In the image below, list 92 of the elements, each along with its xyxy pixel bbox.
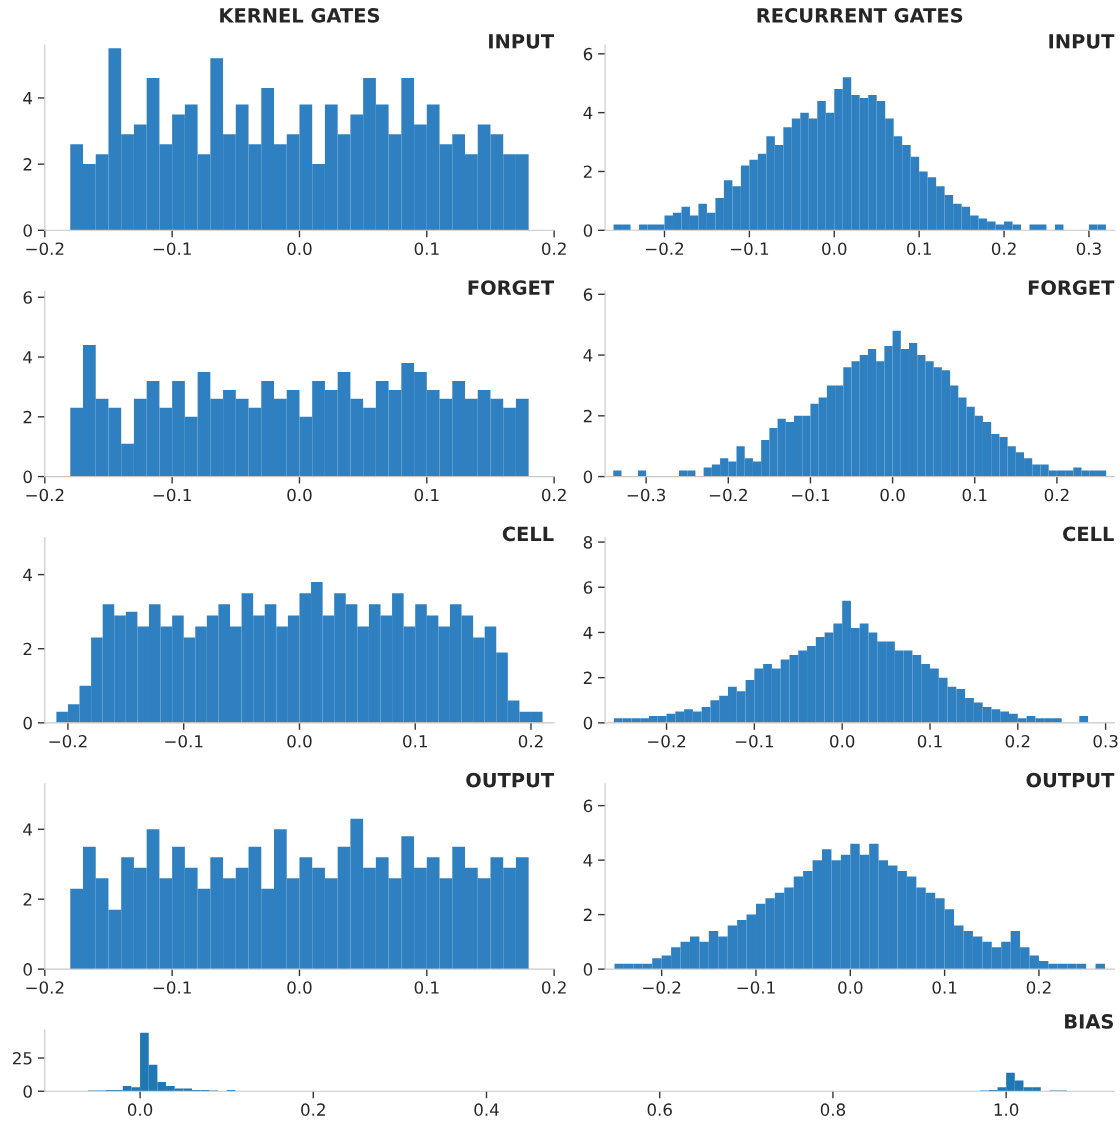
x-tick-label: 0.1: [917, 734, 942, 748]
x-tick-label: 0.1: [962, 488, 987, 502]
y-tick-label: 6: [583, 581, 593, 594]
x-tick-label: 0.1: [907, 242, 931, 255]
y-tick-label: 4: [23, 568, 33, 581]
chart-subtitle: CELL: [502, 526, 554, 542]
y-tick-label: 8: [583, 536, 593, 549]
y-tick-label: 2: [23, 642, 32, 656]
x-tick-label: −0.2: [709, 488, 747, 502]
x-tick-label: 0.0: [287, 242, 312, 255]
chart-subtitle: FORGET: [468, 280, 555, 295]
x-tick-label: −0.1: [737, 981, 775, 994]
x-tick-label: −0.1: [153, 488, 191, 502]
y-tick-label: 0: [23, 963, 32, 976]
chart-subtitle: INPUT: [489, 34, 555, 49]
y-tick-label: 6: [583, 799, 593, 813]
x-tick-label: 0.2: [301, 1103, 325, 1116]
x-tick-label: 0.0: [127, 1103, 153, 1116]
x-tick-label: 0.2: [1026, 981, 1051, 994]
x-tick-label: −0.2: [646, 242, 684, 255]
chart-subtitle: OUTPUT: [1026, 772, 1115, 788]
x-tick-label: 0.4: [474, 1103, 499, 1116]
y-tick-label: 2: [583, 165, 592, 178]
y-tick-label: 4: [23, 823, 33, 836]
y-tick-label: 4: [23, 92, 33, 105]
x-tick-label: −0.1: [791, 488, 830, 502]
chart-subtitle: BIAS: [1065, 1014, 1113, 1029]
x-tick-label: −0.1: [735, 734, 774, 748]
x-tick-label: −0.1: [153, 242, 191, 255]
chart-subtitle: INPUT: [1049, 34, 1115, 49]
x-tick-label: 0.1: [403, 734, 427, 748]
y-tick-label: 4: [583, 854, 593, 867]
x-tick-label: 0.2: [1044, 488, 1069, 502]
x-tick-label: 0.8: [820, 1103, 846, 1116]
x-tick-label: 0.0: [287, 734, 312, 748]
x-tick-label: −0.3: [627, 488, 666, 502]
y-tick-label: 0: [583, 963, 593, 976]
y-tick-label: 4: [583, 626, 593, 639]
x-tick-label: 0.1: [932, 981, 957, 994]
x-tick-label: 0.2: [518, 734, 543, 748]
chart-subtitle: FORGET: [1028, 280, 1115, 295]
x-tick-label: −0.2: [643, 981, 681, 994]
x-tick-label: −0.2: [49, 734, 87, 748]
y-tick-label: 0: [23, 470, 32, 484]
x-tick-label: −0.1: [153, 981, 191, 994]
chart-title: RECURRENT GATES: [757, 7, 963, 23]
x-tick-label: −0.2: [26, 488, 64, 502]
x-tick-label: 0.2: [1005, 734, 1030, 748]
y-tick-label: 0: [583, 224, 593, 237]
y-tick-label: 2: [583, 671, 592, 684]
x-tick-label: −0.1: [165, 734, 203, 748]
x-tick-label: 0.1: [414, 981, 439, 994]
x-tick-label: 0.2: [541, 242, 566, 255]
x-tick-label: 0.0: [287, 981, 312, 994]
chart-subtitle: CELL: [1063, 526, 1114, 542]
chart-subtitle: OUTPUT: [466, 772, 555, 788]
x-tick-label: −0.2: [26, 981, 64, 994]
y-tick-label: 2: [23, 410, 32, 424]
x-tick-label: 0.2: [991, 242, 1016, 255]
y-tick-label: 0: [23, 224, 32, 237]
x-tick-label: 0.6: [647, 1103, 672, 1116]
y-tick-label: 0: [23, 716, 32, 730]
y-tick-label: 6: [583, 47, 593, 61]
x-tick-label: 0.0: [287, 488, 312, 502]
x-tick-label: 0.0: [880, 488, 905, 502]
x-tick-label: −0.2: [648, 734, 686, 748]
x-tick-label: 0.2: [541, 981, 566, 994]
y-tick-label: 6: [23, 291, 32, 304]
y-tick-label: 2: [583, 409, 592, 423]
x-tick-label: 0.0: [838, 981, 863, 994]
x-tick-label: −0.1: [730, 242, 769, 255]
y-tick-label: 4: [583, 106, 593, 119]
x-tick-label: 0.0: [830, 734, 855, 748]
y-tick-label: 2: [583, 908, 592, 921]
y-tick-label: 25: [13, 1051, 32, 1065]
y-tick-label: 4: [583, 349, 593, 362]
y-tick-label: 4: [23, 351, 33, 364]
x-tick-label: 0.2: [541, 488, 566, 502]
y-tick-label: 0: [583, 470, 593, 484]
y-tick-label: 2: [23, 158, 32, 171]
y-tick-label: 6: [583, 288, 593, 301]
y-tick-label: 0: [23, 1085, 32, 1098]
x-tick-label: 0.1: [414, 488, 439, 502]
x-tick-label: 0.0: [822, 242, 847, 255]
y-tick-label: 0: [583, 716, 593, 730]
x-tick-label: 1.0: [994, 1103, 1019, 1116]
x-tick-label: 0.1: [414, 242, 439, 255]
x-tick-label: 0.3: [1093, 734, 1118, 748]
y-tick-label: 2: [23, 893, 32, 906]
x-tick-label: 0.3: [1076, 242, 1101, 255]
chart-title: KERNEL GATES: [220, 7, 380, 23]
x-tick-label: −0.2: [26, 242, 64, 255]
